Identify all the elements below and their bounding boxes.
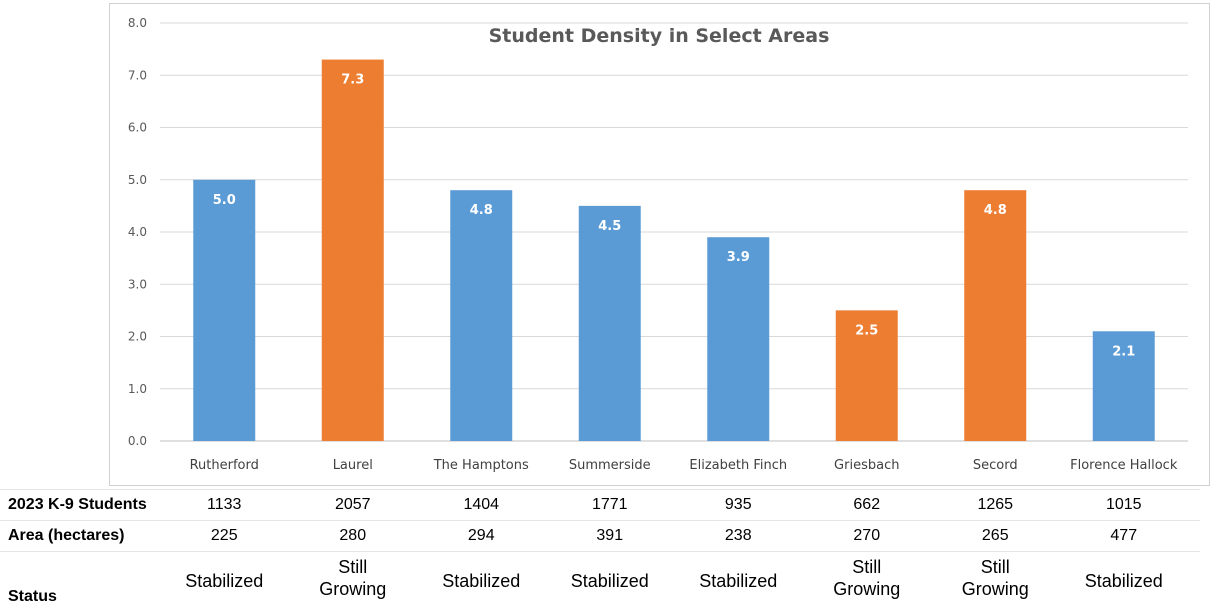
status-cell: Stabilized bbox=[555, 570, 665, 592]
category-label: Laurel bbox=[333, 458, 373, 473]
y-axis-ticks: 0.0 1.0 2.0 3.0 4.0 5.0 6.0 7.0 8.0 bbox=[128, 16, 147, 448]
students-cell: 1771 bbox=[591, 496, 628, 513]
status-line: Stabilized bbox=[1084, 571, 1163, 591]
status-line: Stabilized bbox=[699, 571, 778, 591]
category-label: Griesbach bbox=[834, 458, 899, 473]
table-divider bbox=[0, 551, 1200, 552]
area-cell: 238 bbox=[724, 527, 752, 544]
y-tick-label: 1.0 bbox=[128, 382, 147, 396]
status-line: Stabilized bbox=[570, 571, 649, 591]
status-line: Growing bbox=[833, 579, 901, 599]
data-label: 4.8 bbox=[470, 203, 493, 218]
area-cell: 477 bbox=[1110, 527, 1138, 544]
data-label: 3.9 bbox=[727, 250, 750, 265]
students-cell: 2057 bbox=[334, 496, 371, 513]
status-row-label: Status bbox=[8, 588, 57, 605]
area-cell: 270 bbox=[853, 527, 881, 544]
category-label: Elizabeth Finch bbox=[689, 458, 787, 473]
y-tick-label: 8.0 bbox=[128, 16, 147, 30]
status-line: Still bbox=[338, 557, 368, 577]
bar bbox=[835, 310, 898, 441]
table-divider bbox=[0, 489, 1200, 490]
area-cell: 265 bbox=[981, 527, 1009, 544]
status-line: Growing bbox=[319, 579, 387, 599]
y-tick-label: 3.0 bbox=[128, 277, 147, 291]
students-cell: 1265 bbox=[977, 496, 1014, 513]
bar-chart: 0.0 1.0 2.0 3.0 4.0 5.0 6.0 7.0 8.0 5.0 7.3 4.8 4.5… bbox=[109, 3, 1210, 486]
y-tick-label: 0.0 bbox=[128, 434, 147, 448]
status-line: Still bbox=[980, 557, 1010, 577]
data-label: 7.3 bbox=[341, 73, 364, 88]
area-cell: 280 bbox=[339, 527, 367, 544]
data-label: 2.1 bbox=[1112, 344, 1135, 359]
students-cell: 1404 bbox=[463, 496, 500, 513]
status-line: Growing bbox=[961, 579, 1029, 599]
students-cell: 935 bbox=[724, 496, 752, 513]
students-cell: 1133 bbox=[207, 496, 242, 513]
status-line: Stabilized bbox=[185, 571, 264, 591]
category-label: Secord bbox=[973, 458, 1018, 473]
gridlines bbox=[160, 22, 1188, 442]
y-tick-label: 6.0 bbox=[128, 121, 147, 135]
area-cell: 225 bbox=[210, 527, 238, 544]
y-tick-label: 5.0 bbox=[128, 173, 147, 187]
data-label: 4.8 bbox=[984, 203, 1007, 218]
status-cell: Still Growing bbox=[940, 556, 1050, 600]
students-cell: 662 bbox=[853, 496, 881, 513]
status-cell: Still Growing bbox=[298, 556, 408, 600]
category-label: Rutherford bbox=[190, 458, 259, 473]
category-label: Summerside bbox=[569, 458, 651, 473]
data-label: 4.5 bbox=[598, 219, 621, 234]
bar bbox=[578, 205, 641, 441]
data-labels: 5.0 7.3 4.8 4.5 3.9 2.5 4.8 2.1 bbox=[213, 73, 1136, 360]
bar bbox=[964, 190, 1027, 441]
bars bbox=[193, 59, 1155, 441]
students-cell: 1015 bbox=[1105, 496, 1142, 513]
chart-title: Student Density in Select Areas bbox=[489, 25, 830, 47]
bar bbox=[450, 190, 513, 441]
category-labels: Rutherford Laurel The Hamptons Summerside El… bbox=[190, 458, 1178, 473]
status-cell: Still Growing bbox=[812, 556, 922, 600]
data-label: 5.0 bbox=[213, 193, 236, 208]
y-tick-label: 2.0 bbox=[128, 330, 147, 344]
chart-border bbox=[109, 3, 1210, 486]
category-label: Florence Hallock bbox=[1070, 458, 1178, 473]
status-line: Stabilized bbox=[442, 571, 521, 591]
bar bbox=[321, 59, 384, 441]
bar bbox=[193, 179, 256, 441]
y-tick-label: 7.0 bbox=[128, 68, 147, 82]
y-tick-label: 4.0 bbox=[128, 225, 147, 239]
status-cell: Stabilized bbox=[426, 570, 536, 592]
students-row-label: 2023 K-9 Students bbox=[8, 496, 147, 513]
data-label: 2.5 bbox=[855, 323, 878, 338]
category-label: The Hamptons bbox=[433, 458, 529, 473]
status-cell: Stabilized bbox=[683, 570, 793, 592]
bar bbox=[707, 237, 770, 441]
status-line: Still bbox=[852, 557, 882, 577]
table-divider bbox=[0, 520, 1200, 521]
status-cell: Stabilized bbox=[1069, 570, 1179, 592]
area-cell: 294 bbox=[467, 527, 495, 544]
area-row-label: Area (hectares) bbox=[8, 527, 125, 544]
area-cell: 391 bbox=[596, 527, 624, 544]
status-cell: Stabilized bbox=[169, 570, 279, 592]
bar bbox=[1092, 331, 1155, 441]
